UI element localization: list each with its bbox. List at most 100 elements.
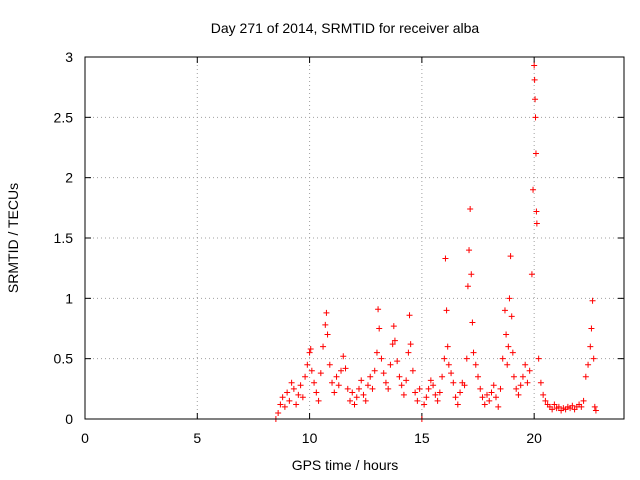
data-point [436,389,443,396]
data-point [391,337,398,344]
data-point [468,271,475,278]
data-point [427,377,434,384]
data-point [524,379,531,386]
data-point [405,349,412,356]
data-point [492,394,499,401]
data-point [362,397,369,404]
data-point [588,325,595,332]
data-point [290,385,297,392]
data-point [412,389,419,396]
data-point [331,389,338,396]
data-point [509,349,516,356]
data-point [490,382,497,389]
data-point [311,379,318,386]
data-point [367,373,374,380]
data-point [513,385,520,392]
data-point [304,361,311,368]
data-point [484,391,491,398]
data-point [396,373,403,380]
data-point [444,343,451,350]
data-point [353,394,360,401]
data-point [519,373,526,380]
data-point [403,377,410,384]
plot-frame [84,56,625,420]
data-point [317,370,324,377]
data-point [400,391,407,398]
y-tick-label: 2 [65,170,73,186]
data-point [464,283,471,290]
data-point [549,406,556,413]
data-point [488,389,495,396]
data-point [452,394,459,401]
data-point [504,361,511,368]
data-point [587,343,594,350]
data-point [369,385,376,392]
data-point [414,397,421,404]
data-point [442,255,449,262]
data-point [315,397,322,404]
data-point [425,385,432,392]
data-point [526,367,533,374]
data-point [470,349,477,356]
data-point [589,297,596,304]
data-point [537,379,544,386]
data-point [515,391,522,398]
data-point [416,385,423,392]
data-point [277,401,284,408]
data-point [532,114,539,121]
data-point [360,391,367,398]
y-tick-label: 0.5 [54,351,74,367]
data-point [522,361,529,368]
data-point [461,382,468,389]
data-point [376,325,383,332]
data-point [551,401,558,408]
data-point [481,401,488,408]
data-point [580,397,587,404]
data-point [387,361,394,368]
data-point [293,401,300,408]
data-point [320,343,327,350]
y-tick-label: 1.5 [54,230,74,246]
data-point [382,379,389,386]
data-point [407,341,414,348]
x-tick-label: 10 [302,430,318,446]
data-point [467,206,474,213]
data-point [477,385,484,392]
x-tick-label: 15 [414,430,430,446]
data-point [322,321,329,328]
data-point [479,394,486,401]
data-point [510,373,517,380]
axis-ticks: 0 5 10 15 20 0 0.5 1 1.5 2 2.5 3 [54,49,624,446]
data-point [380,370,387,377]
data-point [284,389,291,396]
y-tick-label: 3 [65,49,73,65]
data-point [434,397,441,404]
data-point [347,397,354,404]
data-points [272,62,599,422]
data-point [530,186,537,193]
data-point [486,397,493,404]
data-point [475,373,482,380]
data-point [501,307,508,314]
data-point [497,385,504,392]
data-point [535,355,542,362]
data-point [308,367,315,374]
data-point [506,295,513,302]
data-point [569,402,576,409]
data-point [443,307,450,314]
data-point [472,361,479,368]
data-point [335,382,342,389]
data-point [375,306,382,313]
data-point [329,379,336,386]
data-point [286,397,293,404]
data-point [430,382,437,389]
data-point [578,403,585,410]
data-point [591,403,598,410]
data-point [555,403,562,410]
y-tick-label: 2.5 [54,109,74,125]
data-point [351,401,358,408]
x-tick-label: 20 [526,430,542,446]
data-point [585,361,592,368]
